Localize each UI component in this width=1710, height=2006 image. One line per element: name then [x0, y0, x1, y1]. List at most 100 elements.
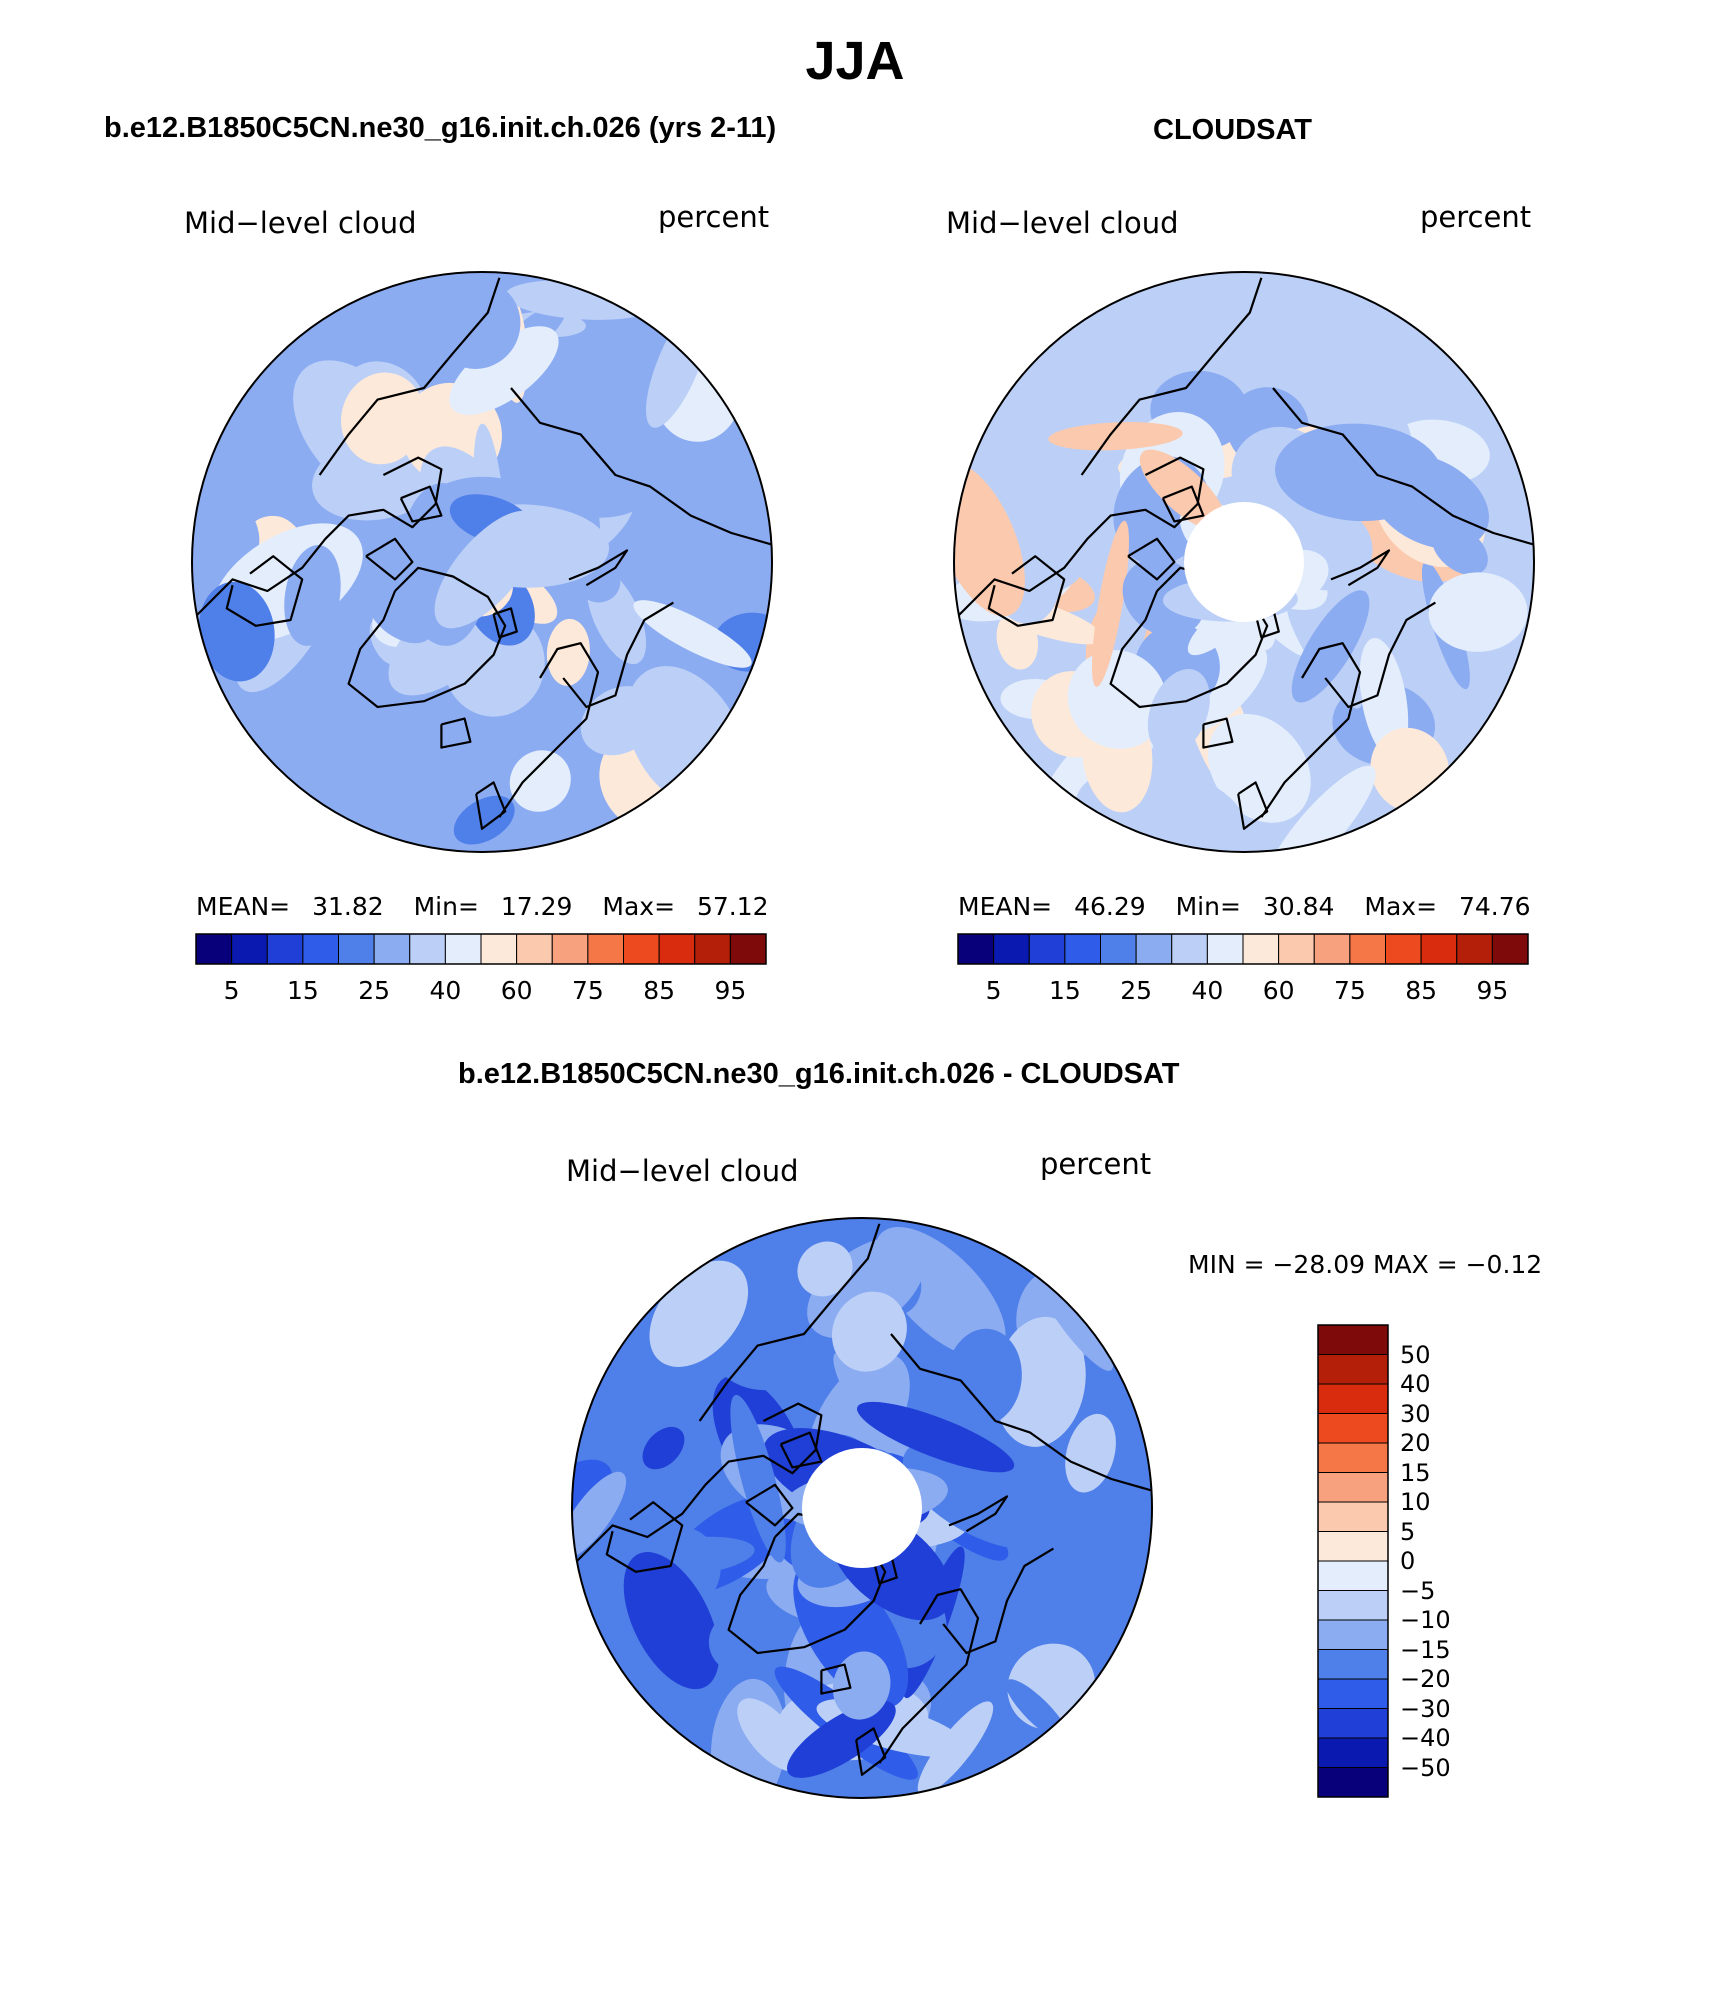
colorbar-swatch — [1317, 1708, 1389, 1739]
colorbar-tick: 60 — [500, 976, 533, 1005]
coastline — [1080, 277, 1263, 476]
colorbar-tick: −15 — [1400, 1635, 1451, 1664]
coastline — [1127, 537, 1176, 581]
colorbar-swatch — [1317, 1649, 1389, 1680]
panel-right-label-model: percent — [658, 200, 770, 234]
coastline — [890, 1333, 1152, 1492]
contour-region — [367, 584, 434, 644]
colorbar-swatch — [1456, 933, 1493, 965]
colorbar-swatch — [1100, 933, 1137, 965]
colorbar-swatch — [338, 933, 375, 965]
colorbar-swatch — [1317, 1413, 1389, 1444]
colorbar-tick: 25 — [1120, 976, 1153, 1005]
colorbar-frame — [195, 933, 767, 965]
figure-title: JJA — [805, 31, 905, 91]
contour-region — [434, 510, 540, 629]
colorbar-swatch — [658, 933, 696, 965]
coastline — [698, 1223, 881, 1422]
polar-map-model — [191, 271, 773, 853]
contour-region — [1207, 713, 1311, 823]
colorbar-tick: 85 — [643, 976, 676, 1005]
colorbar-swatch — [1491, 933, 1529, 965]
colorbar-swatch — [409, 933, 446, 965]
stats-model: MEAN= 31.82 Min= 17.29 Max= 57.12 — [196, 892, 769, 921]
panel-title-model: b.e12.B1850C5CN.ne30_g16.init.ch.026 (yr… — [104, 112, 777, 144]
coastline — [987, 555, 1066, 627]
colorbar-tick: 20 — [1400, 1429, 1431, 1457]
colorbar-tick: 0 — [1400, 1547, 1416, 1575]
colorbar-swatch — [1135, 933, 1173, 965]
coastline — [1161, 485, 1205, 523]
contour-region — [449, 326, 559, 415]
contour-region — [1065, 1413, 1116, 1493]
coastline — [1324, 601, 1436, 709]
coastline — [605, 1501, 684, 1573]
coastline — [318, 277, 501, 476]
contour-region — [996, 610, 1039, 670]
colorbar-tick: 5 — [1400, 1517, 1416, 1546]
colorbar-swatch — [1317, 1472, 1389, 1503]
contour-region — [572, 1471, 627, 1559]
contour-region — [623, 1552, 720, 1690]
contour-region — [509, 750, 571, 812]
colorbar-tick: 40 — [1191, 976, 1224, 1005]
colorbar-swatch — [729, 933, 767, 965]
contour-region — [252, 301, 371, 375]
colorbar-ticks-model: 5 15 25 40 60 75 85 95 — [196, 976, 766, 1006]
colorbar-tick: −50 — [1400, 1753, 1451, 1782]
colorbar-swatch — [957, 933, 995, 965]
coastline — [745, 1483, 794, 1527]
colorbar-tick: 5 — [985, 976, 1002, 1005]
colorbar-tick: 75 — [1333, 976, 1366, 1005]
coastline — [498, 642, 600, 818]
polar-map-obs — [953, 271, 1535, 853]
stats-obs: MEAN= 46.29 Min= 30.84 Max= 74.76 — [958, 892, 1531, 921]
coastline — [779, 1431, 823, 1469]
coastline — [942, 1547, 1054, 1655]
map-field — [954, 272, 1534, 852]
coastline — [492, 607, 518, 639]
colorbar-swatch — [1317, 1354, 1389, 1385]
colorbar-swatch — [1349, 933, 1386, 965]
colorbar-tick: −40 — [1400, 1724, 1451, 1752]
colorbar-swatch — [551, 933, 589, 965]
colorbar-tick: 15 — [1048, 976, 1081, 1005]
colorbar-swatch — [623, 933, 660, 965]
colorbar-swatch — [1317, 1501, 1389, 1532]
coastline — [510, 387, 772, 546]
colorbar-tick: −20 — [1400, 1665, 1451, 1693]
mean-value: 46.29 — [1074, 892, 1146, 921]
coastline — [1237, 781, 1269, 830]
contour-region — [1428, 572, 1528, 652]
colorbar-tick: 5 — [223, 976, 240, 1005]
min-value: 17.29 — [500, 892, 573, 921]
colorbar-diff — [1317, 1324, 1389, 1798]
min-label: Min= — [1175, 892, 1241, 921]
contour-region — [730, 1394, 786, 1563]
colorbar-swatch — [1317, 1678, 1389, 1709]
colorbar-swatch — [444, 933, 482, 965]
contour-region — [1091, 520, 1129, 687]
colorbar-swatch — [1242, 933, 1280, 965]
colorbar-tick: 30 — [1400, 1399, 1431, 1428]
colorbar-tick: −5 — [1400, 1576, 1436, 1605]
contour-region — [708, 1612, 770, 1674]
contour-region — [856, 1401, 1015, 1473]
coastline — [855, 1727, 887, 1776]
colorbar-tick: 15 — [1400, 1458, 1431, 1487]
colorbar-tick: 95 — [714, 976, 747, 1005]
colorbar-swatch — [1028, 933, 1066, 965]
colorbar-swatch — [1317, 1767, 1389, 1798]
colorbar-swatch — [1317, 1619, 1389, 1650]
contour-region — [453, 795, 515, 845]
colorbar-frame — [1317, 1324, 1389, 1798]
colorbar-obs — [957, 933, 1529, 965]
colorbar-tick: 75 — [571, 976, 604, 1005]
coastline — [1260, 642, 1362, 818]
colorbar-swatch — [1171, 933, 1208, 965]
contour-region — [714, 1324, 810, 1391]
contour-region — [902, 1439, 1061, 1550]
map-boundary — [571, 1217, 1153, 1799]
coastline — [365, 537, 414, 581]
colorbar-tick: 60 — [1262, 976, 1295, 1005]
